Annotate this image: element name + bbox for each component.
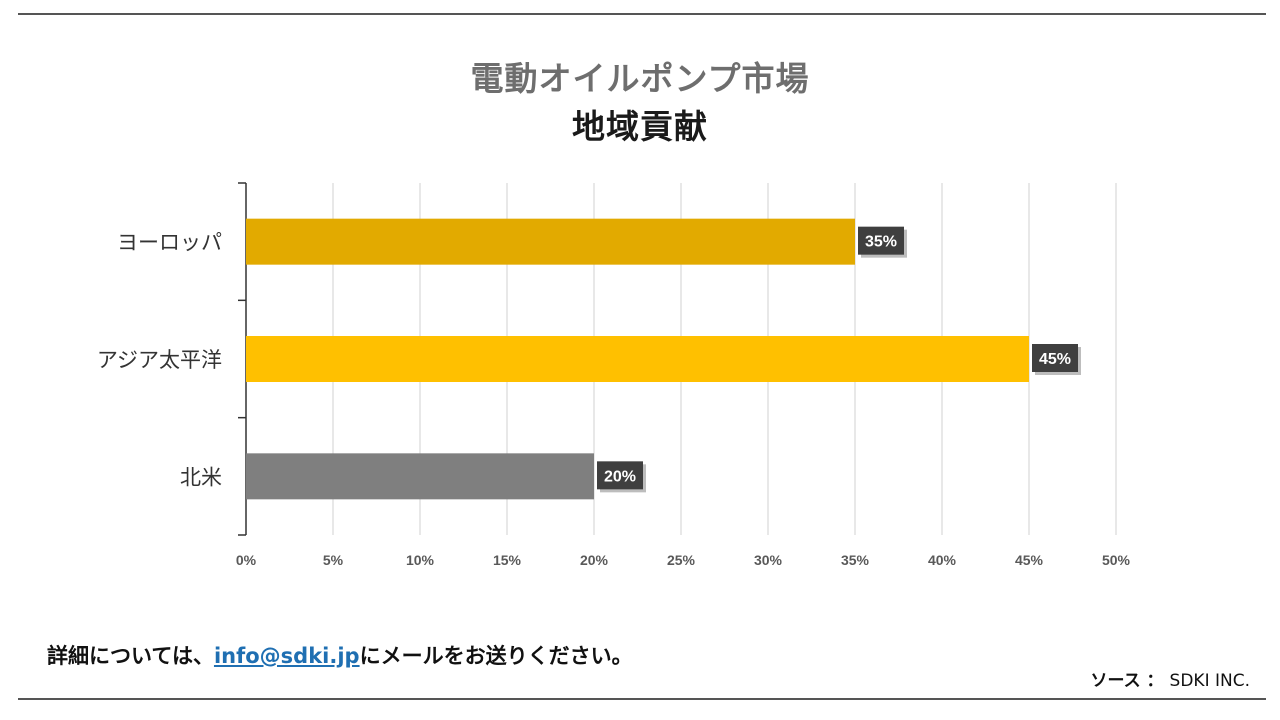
x-tick-label: 5% — [323, 552, 344, 568]
contact-text-before: 詳細については、 — [47, 644, 214, 668]
data-label: 35% — [865, 234, 897, 251]
bar — [246, 336, 1029, 382]
x-tick-label: 40% — [928, 552, 957, 568]
x-tick-label: 0% — [236, 552, 257, 568]
data-label-box — [597, 461, 643, 490]
x-tick-label: 10% — [406, 552, 435, 568]
x-tick-label: 50% — [1102, 552, 1131, 568]
chart-title: 電動オイルポンプ市場 — [470, 59, 810, 98]
data-label: 45% — [1039, 351, 1071, 368]
x-tick-label: 20% — [580, 552, 609, 568]
contact-note: 詳細については、info@sdki.jpにメールをお送りください。 — [47, 640, 633, 670]
category-label: ヨーロッパ — [117, 231, 222, 255]
category-label: 北米 — [180, 465, 222, 489]
source-credit: ソース ： SDKI INC. — [1090, 666, 1250, 691]
source-label: ソース ： — [1090, 671, 1164, 691]
contact-text-after: にメールをお送りください。 — [359, 644, 633, 668]
data-label-box — [1032, 344, 1078, 372]
x-tick-label: 45% — [1015, 552, 1044, 568]
email-link[interactable]: info@sdki.jp — [213, 644, 360, 668]
category-label: アジア太平洋 — [97, 348, 222, 372]
chart-subtitle: 地域貢献 — [572, 107, 708, 146]
source-value: SDKI INC. — [1169, 671, 1250, 691]
bar — [246, 218, 855, 265]
data-label: 20% — [604, 468, 636, 485]
top-divider — [18, 13, 1266, 15]
x-tick-label: 15% — [493, 552, 522, 568]
data-label-box — [858, 226, 904, 255]
x-tick-label: 25% — [667, 552, 696, 568]
x-tick-label: 35% — [841, 552, 870, 568]
x-tick-label: 30% — [754, 552, 783, 568]
bar — [246, 453, 594, 500]
bottom-divider — [18, 698, 1266, 700]
